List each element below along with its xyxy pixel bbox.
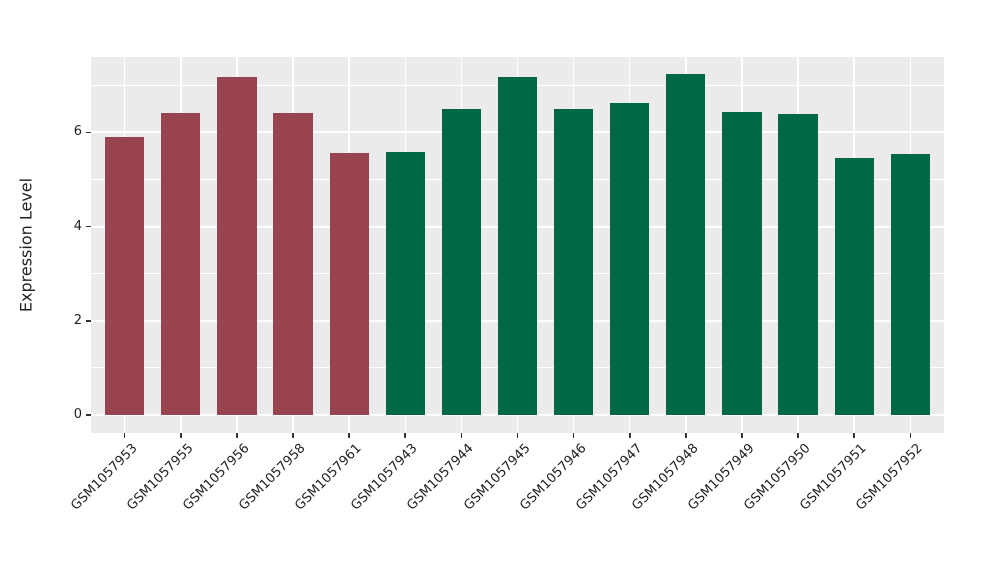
- bar-GSM1057961: [329, 153, 369, 416]
- x-tick-mark-GSM1057953: [123, 433, 126, 438]
- y-tick-label-0: 0: [73, 407, 82, 423]
- x-tick-mark-GSM1057943: [404, 433, 407, 438]
- y-tick-label-2: 2: [73, 312, 82, 328]
- x-tick-mark-GSM1057945: [516, 433, 519, 438]
- x-tick-mark-GSM1057950: [797, 433, 799, 438]
- bar-GSM1057948: [666, 73, 706, 416]
- y-tick-mark-6: [86, 131, 91, 134]
- bar-GSM1057955: [161, 113, 201, 416]
- y-tick-mark-2: [86, 320, 91, 322]
- x-tick-mark-GSM1057946: [572, 433, 575, 438]
- bar-GSM1057952: [890, 154, 930, 416]
- x-tick-mark-GSM1057955: [179, 433, 182, 438]
- bar-GSM1057956: [217, 77, 257, 416]
- bar-GSM1057950: [778, 114, 818, 416]
- bar-GSM1057946: [553, 109, 594, 416]
- bar-GSM1057953: [105, 136, 145, 416]
- y-tick-label-4: 4: [73, 218, 82, 234]
- x-tick-mark-GSM1057947: [628, 433, 631, 438]
- bar-GSM1057949: [722, 111, 762, 416]
- x-tick-mark-GSM1057949: [741, 433, 743, 438]
- x-tick-mark-GSM1057956: [236, 433, 238, 438]
- bar-GSM1057958: [273, 112, 313, 416]
- y-tick-label-6: 6: [73, 124, 82, 140]
- x-tick-mark-GSM1057952: [909, 433, 912, 438]
- x-tick-mark-GSM1057951: [853, 433, 855, 438]
- plot-panel: [91, 57, 944, 433]
- bar-GSM1057945: [497, 76, 538, 416]
- bar-GSM1057944: [441, 108, 482, 416]
- x-tick-mark-GSM1057961: [348, 433, 350, 438]
- y-tick-mark-0: [86, 414, 91, 416]
- x-tick-mark-GSM1057948: [685, 433, 687, 438]
- bar-GSM1057943: [385, 151, 425, 416]
- y-tick-mark-4: [86, 225, 91, 228]
- bar-GSM1057947: [610, 102, 650, 416]
- bar-GSM1057951: [834, 158, 874, 416]
- y-axis-title: Expression Level: [16, 177, 36, 313]
- x-tick-mark-GSM1057958: [292, 433, 294, 438]
- x-tick-mark-GSM1057944: [460, 433, 463, 438]
